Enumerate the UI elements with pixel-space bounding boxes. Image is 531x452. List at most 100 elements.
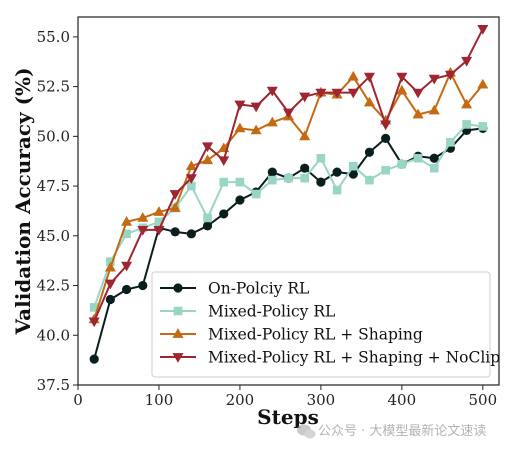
data-point <box>121 284 132 295</box>
data-point <box>412 88 424 99</box>
data-point <box>202 154 214 165</box>
data-point <box>235 177 245 187</box>
legend-item: Mixed-Policy RL <box>160 303 335 321</box>
data-point <box>268 175 277 185</box>
legend-marker <box>173 306 183 316</box>
data-point <box>365 175 374 185</box>
legend-item: Mixed-Policy RL + Shaping + NoClip <box>160 349 500 367</box>
data-point <box>104 261 116 272</box>
data-point <box>477 78 489 89</box>
data-point <box>429 153 439 163</box>
data-point <box>462 120 471 129</box>
data-point <box>137 212 149 222</box>
data-point <box>202 142 214 153</box>
legend-marker <box>173 283 183 293</box>
data-point <box>363 96 375 107</box>
data-point <box>169 202 181 212</box>
data-point <box>461 56 473 67</box>
data-point <box>137 225 149 236</box>
data-point <box>300 163 310 173</box>
data-point <box>121 216 133 226</box>
legend-label: Mixed-Policy RL + Shaping <box>208 326 423 344</box>
data-point <box>203 213 212 223</box>
data-point <box>284 173 293 183</box>
data-point <box>299 130 311 141</box>
data-point <box>364 147 375 157</box>
y-tick-label: 47.5 <box>37 177 70 195</box>
data-point <box>396 72 408 83</box>
data-point <box>153 206 165 216</box>
data-point <box>478 122 488 131</box>
data-point <box>234 122 246 133</box>
y-tick-label: 37.5 <box>37 376 70 394</box>
data-point <box>105 294 115 305</box>
legend-item: On-Polciy RL <box>160 280 309 298</box>
data-point <box>219 177 229 187</box>
data-point <box>446 138 455 147</box>
data-point <box>381 165 390 175</box>
data-point <box>331 88 343 99</box>
data-point <box>219 209 229 219</box>
legend-label: On-Polciy RL <box>208 280 309 298</box>
data-point <box>138 280 148 291</box>
x-tick-label: 300 <box>307 391 336 409</box>
data-point <box>363 72 375 83</box>
legend-box <box>151 271 491 378</box>
legend-label: Mixed-Policy RL + Shaping + NoClip <box>208 349 500 367</box>
legend-marker <box>172 353 184 363</box>
y-tick-label: 40.0 <box>37 326 70 344</box>
y-axis-title: Validation Accuracy (%) <box>11 67 35 335</box>
data-point <box>251 189 261 199</box>
data-point <box>397 159 407 169</box>
legend-label: Mixed-Policy RL <box>208 303 335 321</box>
data-point <box>104 279 116 290</box>
data-point <box>250 102 262 113</box>
y-tick-label: 52.5 <box>37 78 70 96</box>
data-point <box>185 174 197 184</box>
data-point <box>185 160 197 171</box>
data-point <box>412 108 424 119</box>
series-3 <box>88 25 489 328</box>
data-point <box>250 124 262 135</box>
data-point <box>444 70 456 81</box>
legend-item: Mixed-Policy RL + Shaping <box>160 326 423 344</box>
legend: On-Polciy RL Mixed-Policy RL Mixed-Policy … <box>151 271 500 378</box>
watermark-text: 公众号 · 大模型最新论文速读 <box>318 423 486 439</box>
data-point <box>170 227 180 237</box>
wechat-icon <box>297 424 316 439</box>
axes: 0 100 200 300 400 500 37.5 40.0 42.5 45.0 47.5 50.0… <box>37 28 498 409</box>
y-tick-label: 45.0 <box>37 227 70 245</box>
data-point <box>428 104 440 115</box>
data-point <box>413 153 423 163</box>
data-point <box>315 88 327 99</box>
data-point <box>347 88 359 99</box>
y-tick-label: 50.0 <box>37 127 70 145</box>
data-point <box>347 70 359 81</box>
x-tick-label: 100 <box>145 391 174 409</box>
data-point <box>235 195 245 205</box>
data-point <box>348 161 358 171</box>
legend-marker <box>172 328 184 338</box>
data-point <box>477 25 489 35</box>
data-point <box>299 92 311 103</box>
data-point <box>88 317 100 328</box>
data-point <box>300 173 309 183</box>
watermark: 公众号 · 大模型最新论文速读 <box>297 423 486 439</box>
data-point <box>429 163 439 173</box>
data-point <box>282 108 295 119</box>
plot-frame <box>77 16 500 386</box>
x-tick-label: 400 <box>388 391 417 409</box>
data-point <box>186 229 196 239</box>
data-point <box>169 190 181 200</box>
data-point <box>381 133 391 143</box>
data-point <box>332 185 342 195</box>
data-point <box>428 74 440 85</box>
x-tick-label: 0 <box>73 391 83 409</box>
series-layer <box>88 25 489 364</box>
data-point <box>89 354 99 364</box>
data-point <box>266 86 278 97</box>
data-point <box>396 84 408 95</box>
data-point <box>380 120 392 131</box>
data-point <box>234 100 246 111</box>
